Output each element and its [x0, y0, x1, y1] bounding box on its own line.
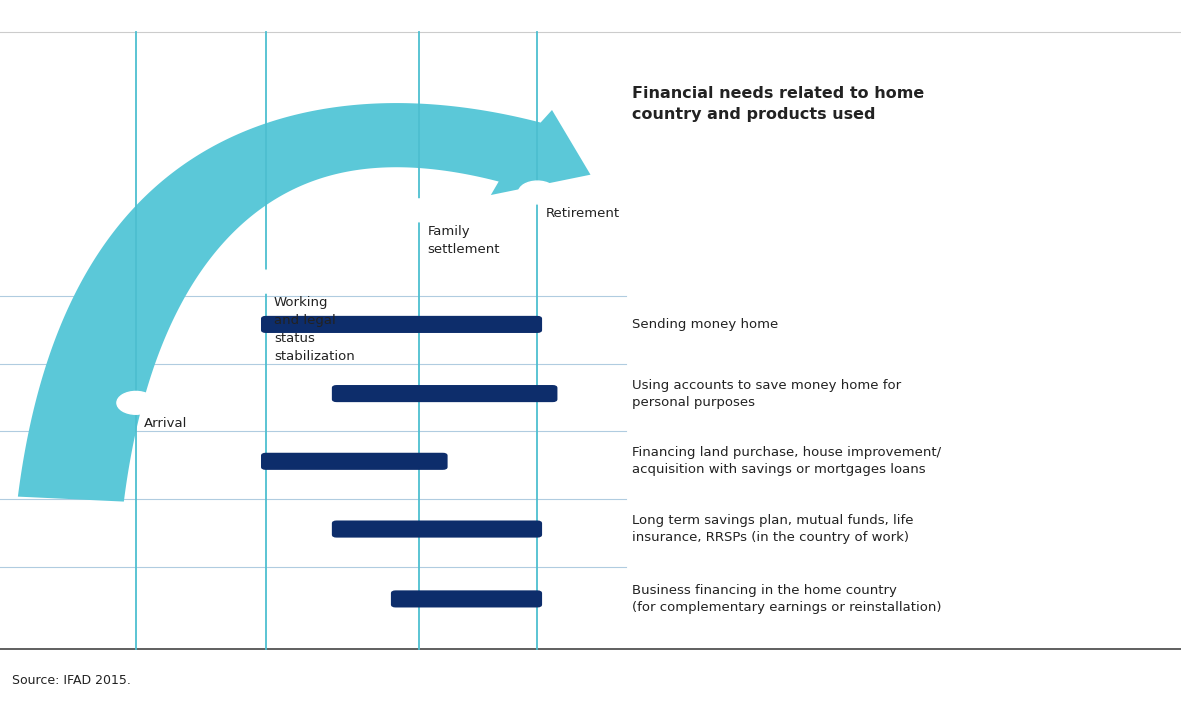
- Text: Family
settlement: Family settlement: [428, 225, 500, 255]
- Text: Long term savings plan, mutual funds, life
insurance, RRSPs (in the country of w: Long term savings plan, mutual funds, li…: [632, 514, 913, 544]
- Text: Working
and legal
status
stabilization: Working and legal status stabilization: [274, 296, 354, 363]
- Text: Business financing in the home country
(for complementary earnings or reinstalla: Business financing in the home country (…: [632, 584, 941, 614]
- Circle shape: [247, 270, 285, 293]
- FancyBboxPatch shape: [261, 453, 448, 470]
- Circle shape: [117, 391, 155, 414]
- Text: Arrival: Arrival: [144, 417, 188, 430]
- Circle shape: [518, 181, 556, 204]
- Text: Retirement: Retirement: [546, 207, 620, 220]
- Text: Using accounts to save money home for
personal purposes: Using accounts to save money home for pe…: [632, 379, 901, 409]
- FancyBboxPatch shape: [391, 590, 542, 607]
- FancyBboxPatch shape: [261, 316, 542, 333]
- FancyBboxPatch shape: [332, 520, 542, 538]
- Text: Financial needs related to home
country and products used: Financial needs related to home country …: [632, 86, 924, 121]
- Text: Source: IFAD 2015.: Source: IFAD 2015.: [12, 674, 131, 687]
- Text: Financing land purchase, house improvement/
acquisition with savings or mortgage: Financing land purchase, house improveme…: [632, 446, 941, 476]
- FancyBboxPatch shape: [332, 385, 557, 402]
- Polygon shape: [18, 103, 590, 501]
- Text: Sending money home: Sending money home: [632, 318, 778, 331]
- Circle shape: [400, 199, 438, 222]
